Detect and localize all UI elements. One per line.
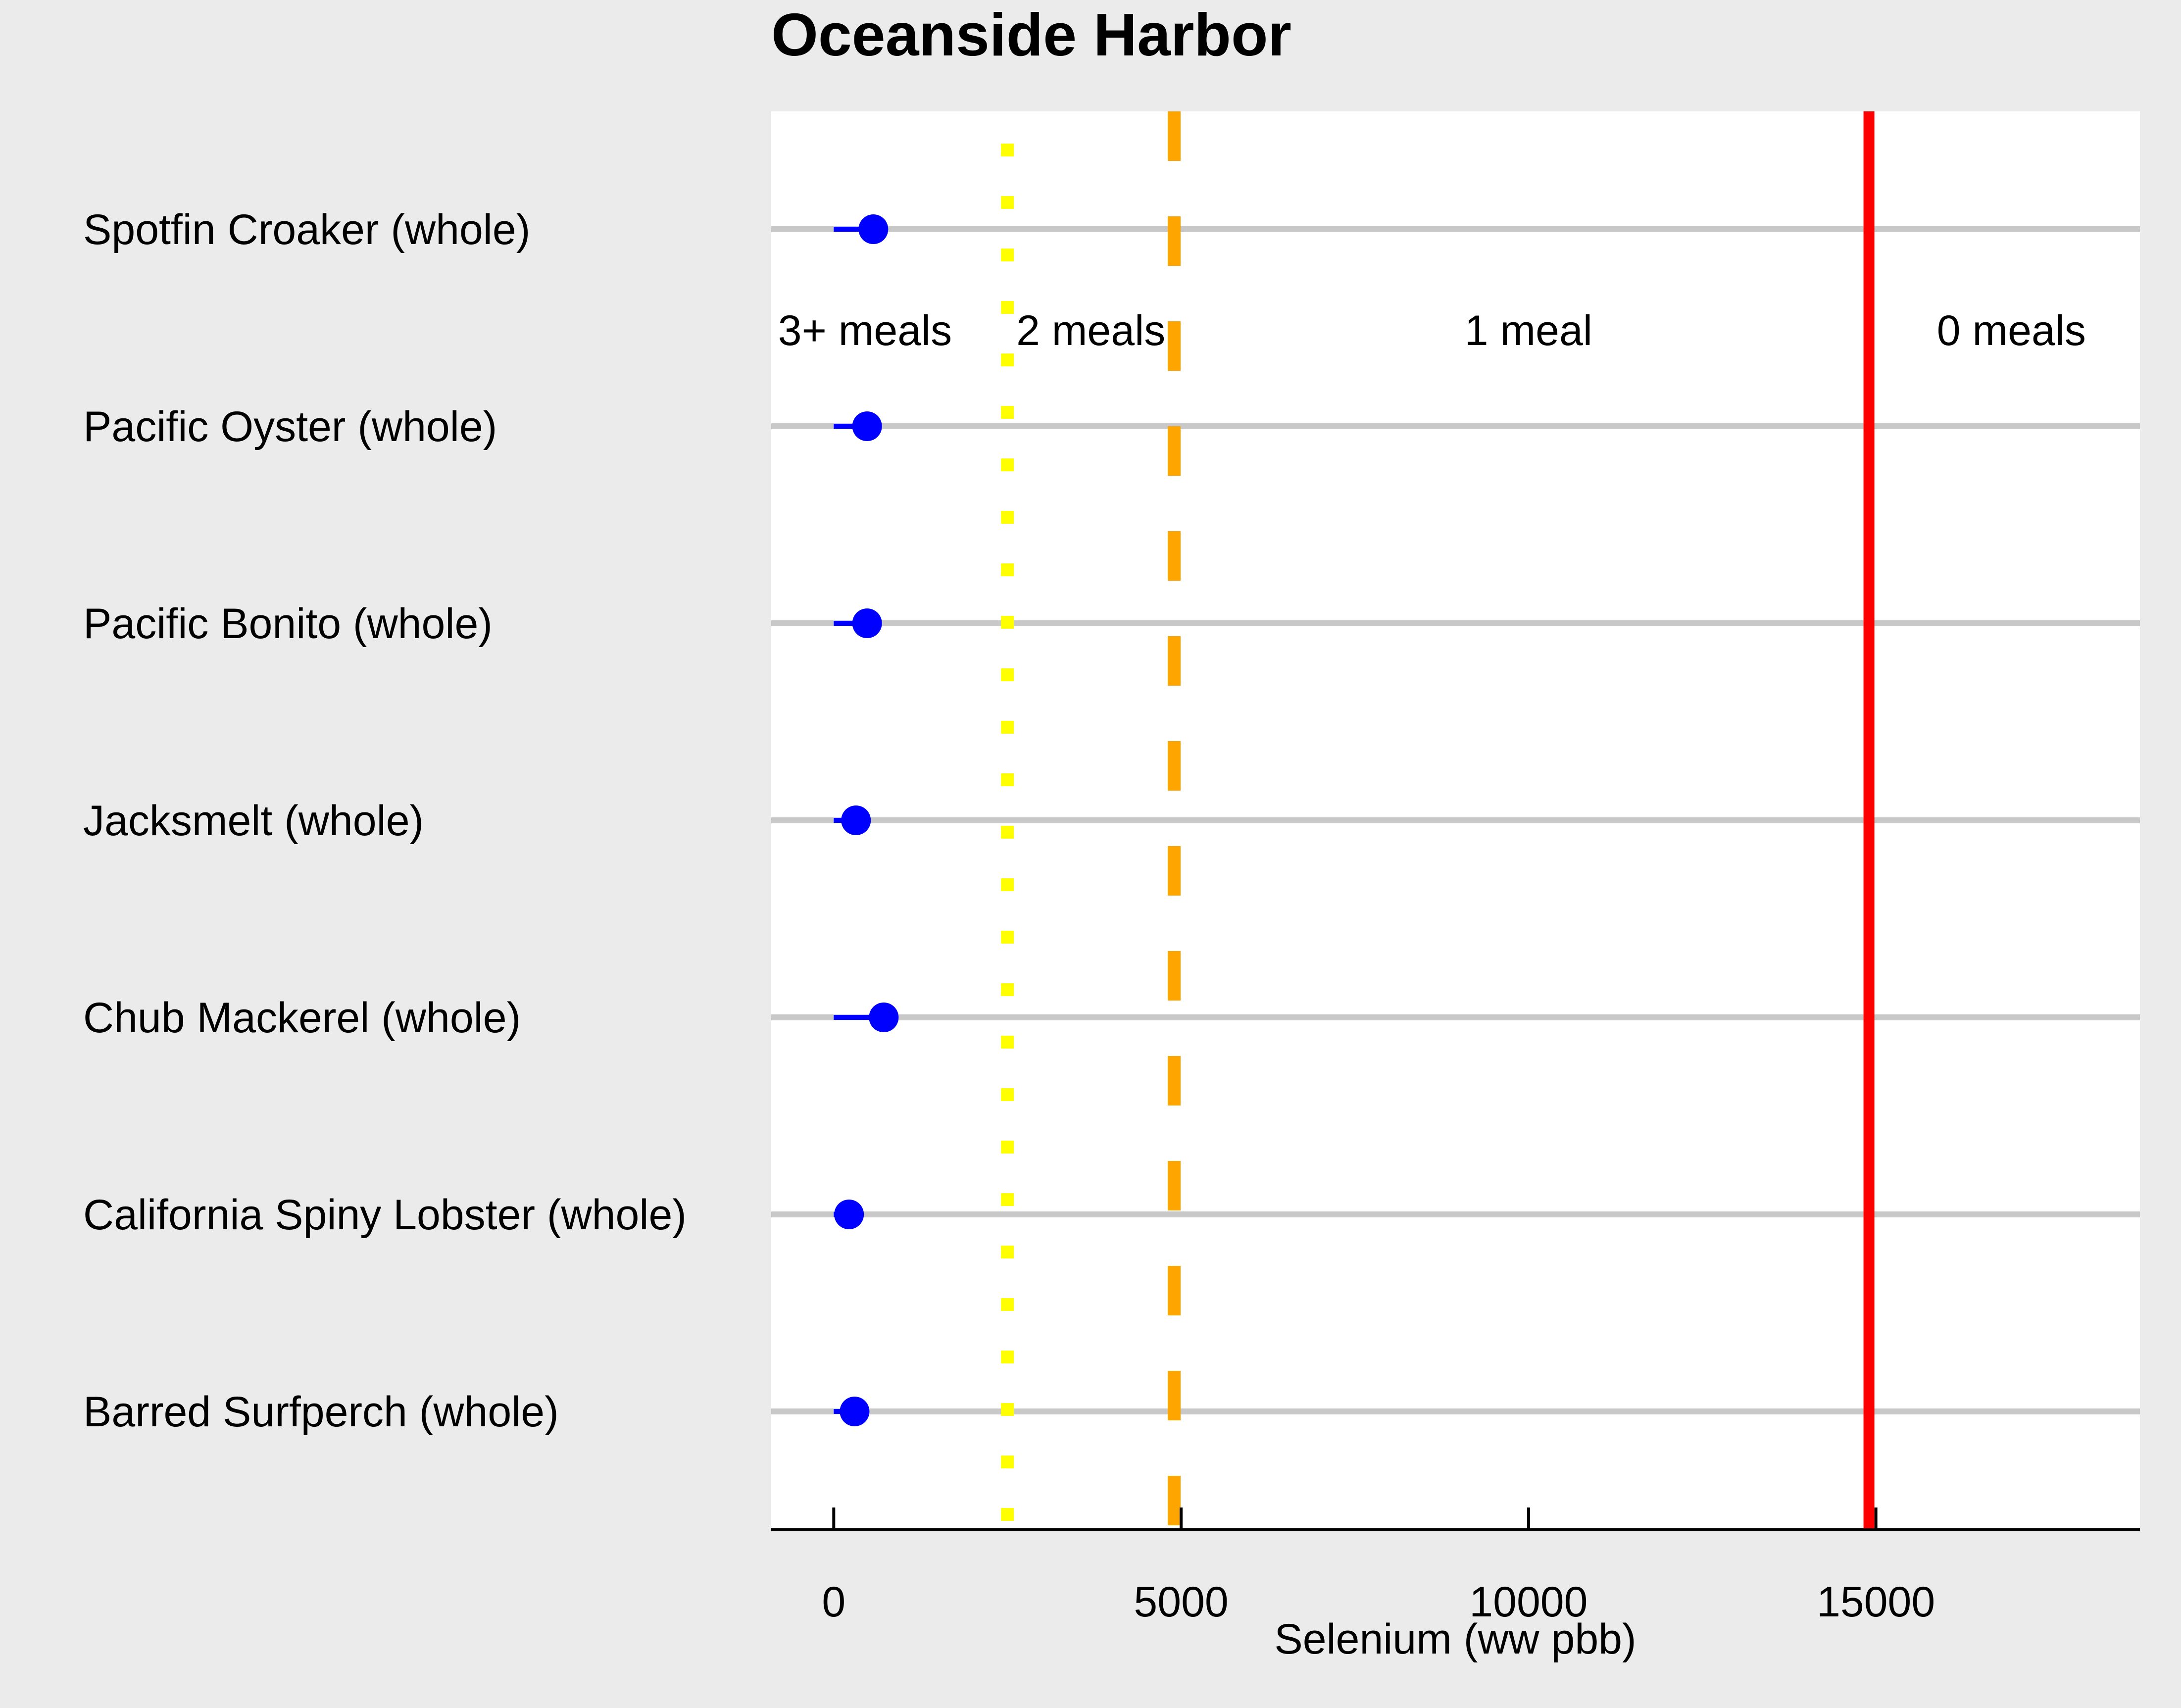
category-label: Spotfin Croaker (whole) xyxy=(83,206,530,253)
category-label: Pacific Oyster (whole) xyxy=(83,403,497,451)
category-labels: Spotfin Croaker (whole) Pacific Oyster (w… xyxy=(83,206,687,1436)
x-tick-label: 5000 xyxy=(1134,1578,1228,1626)
data-point xyxy=(852,608,882,638)
x-tick-label: 0 xyxy=(822,1578,845,1626)
x-tick-label: 15000 xyxy=(1817,1578,1935,1626)
data-point xyxy=(840,1397,870,1426)
zone-label: 0 meals xyxy=(1937,307,2086,354)
category-label: Chub Mackerel (whole) xyxy=(83,994,521,1042)
x-axis-label: Selenium (ww pbb) xyxy=(1274,1615,1636,1663)
data-point xyxy=(841,805,871,835)
chart-title: Oceanside Harbor xyxy=(771,1,1291,68)
data-points xyxy=(834,214,899,1426)
data-point xyxy=(834,1200,864,1229)
x-tick-label: 10000 xyxy=(1469,1578,1587,1626)
zone-label: 1 meal xyxy=(1465,307,1592,354)
data-point xyxy=(869,1003,899,1032)
zone-labels: 3+ meals 2 meals 1 meal 0 meals xyxy=(778,307,2086,354)
zone-label: 3+ meals xyxy=(778,307,952,354)
category-label: Barred Surfperch (whole) xyxy=(83,1388,559,1436)
category-label: Jacksmelt (whole) xyxy=(83,797,424,845)
threshold-lines xyxy=(1001,111,1875,1530)
data-point xyxy=(852,411,882,441)
category-label: California Spiny Lobster (whole) xyxy=(83,1191,687,1239)
zone-label: 2 meals xyxy=(1016,307,1165,354)
gridlines xyxy=(771,226,2140,1414)
category-label: Pacific Bonito (whole) xyxy=(83,600,493,648)
x-axis-ticks: 0 5000 10000 15000 xyxy=(822,1507,1935,1626)
data-point xyxy=(858,214,889,244)
